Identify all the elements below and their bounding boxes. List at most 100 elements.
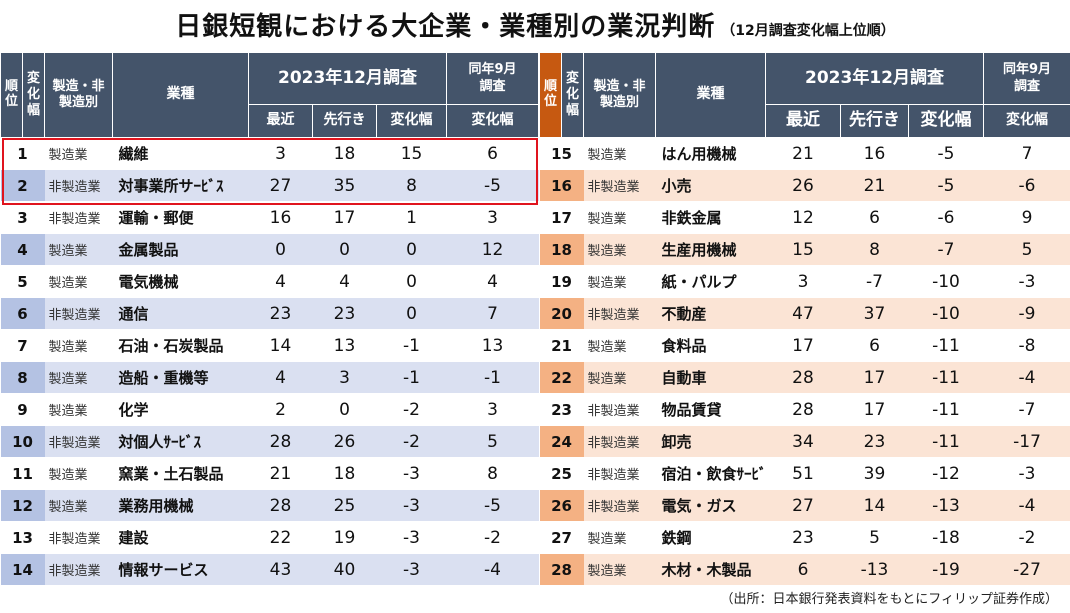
change-cell: -7 xyxy=(908,233,984,266)
sep-change-cell: -7 xyxy=(983,393,1070,426)
change-cell: -12 xyxy=(908,457,984,490)
type-cell: 非製造業 xyxy=(44,297,113,330)
rank-cell: 10 xyxy=(0,425,45,458)
sep-change-cell: -6 xyxy=(983,169,1070,202)
latest-cell: 21 xyxy=(248,457,313,490)
table-row: 6 非製造業 通信 23 23 0 7 xyxy=(0,297,539,330)
industry-cell: 卸売 xyxy=(655,425,766,458)
header-latest: 最近 xyxy=(765,104,841,138)
forecast-cell: 17 xyxy=(840,361,909,394)
header-latest: 最近 xyxy=(248,104,313,138)
table-row: 1 製造業 繊維 3 18 15 6 xyxy=(0,137,539,170)
change-cell: 0 xyxy=(376,233,447,266)
sep-change-cell: 5 xyxy=(983,233,1070,266)
type-cell: 製造業 xyxy=(583,361,656,394)
forecast-cell: 18 xyxy=(312,137,377,170)
header-sep-change: 変化幅 xyxy=(983,104,1070,138)
type-cell: 製造業 xyxy=(583,137,656,170)
type-cell: 製造業 xyxy=(583,329,656,362)
latest-cell: 2 xyxy=(248,393,313,426)
change-cell: -13 xyxy=(908,489,984,522)
latest-cell: 21 xyxy=(765,137,841,170)
sep-change-cell: -4 xyxy=(446,553,539,586)
forecast-cell: 6 xyxy=(840,201,909,234)
rank-cell: 2 xyxy=(0,169,45,202)
industry-cell: 通信 xyxy=(112,297,249,330)
latest-cell: 23 xyxy=(248,297,313,330)
industry-cell: 繊維 xyxy=(112,137,249,170)
industry-cell: 鉄鋼 xyxy=(655,521,766,554)
rank-cell: 11 xyxy=(0,457,45,490)
change-cell: -1 xyxy=(376,361,447,394)
type-cell: 非製造業 xyxy=(583,393,656,426)
forecast-cell: 35 xyxy=(312,169,377,202)
latest-cell: 14 xyxy=(248,329,313,362)
change-cell: -5 xyxy=(908,169,984,202)
industry-cell: 小売 xyxy=(655,169,766,202)
sep-change-cell: 13 xyxy=(446,329,539,362)
rank-cell: 22 xyxy=(539,361,584,394)
change-cell: 0 xyxy=(376,265,447,298)
table-row: 20 非製造業 不動産 47 37 -10 -9 xyxy=(539,297,1070,330)
forecast-cell: 6 xyxy=(840,329,909,362)
header-dec-survey: 2023年12月調査 xyxy=(764,52,985,105)
rank-cell: 1 xyxy=(0,137,45,170)
forecast-cell: 0 xyxy=(312,393,377,426)
change-cell: -3 xyxy=(376,489,447,522)
latest-cell: 28 xyxy=(765,393,841,426)
type-cell: 非製造業 xyxy=(44,425,113,458)
forecast-cell: 23 xyxy=(312,297,377,330)
table-row: 5 製造業 電気機械 4 4 0 4 xyxy=(0,265,539,298)
forecast-cell: 14 xyxy=(840,489,909,522)
forecast-cell: -7 xyxy=(840,265,909,298)
latest-cell: 43 xyxy=(248,553,313,586)
rank-cell: 3 xyxy=(0,201,45,234)
change-cell: 8 xyxy=(376,169,447,202)
table-row: 8 製造業 造船・重機等 4 3 -1 -1 xyxy=(0,361,539,394)
industry-cell: 非鉄金属 xyxy=(655,201,766,234)
rank-cell: 23 xyxy=(539,393,584,426)
table-row: 18 製造業 生産用機械 15 8 -7 5 xyxy=(539,233,1070,266)
sep-change-cell: -9 xyxy=(983,297,1070,330)
table-row: 22 製造業 自動車 28 17 -11 -4 xyxy=(539,361,1070,394)
sep-change-cell: 3 xyxy=(446,393,539,426)
table-row: 15 製造業 はん用機械 21 16 -5 7 xyxy=(539,137,1070,170)
rank-cell: 16 xyxy=(539,169,584,202)
latest-cell: 4 xyxy=(248,361,313,394)
forecast-cell: 5 xyxy=(840,521,909,554)
latest-cell: 16 xyxy=(248,201,313,234)
sep-change-cell: -3 xyxy=(983,265,1070,298)
industry-cell: 電気機械 xyxy=(112,265,249,298)
table-row: 11 製造業 窯業・土石製品 21 18 -3 8 xyxy=(0,457,539,490)
change-cell: 15 xyxy=(376,137,447,170)
change-cell: -19 xyxy=(908,553,984,586)
page-title: 日銀短観における大企業・業種別の業況判断 （12月調査変化幅上位順） xyxy=(0,6,1070,43)
industry-cell: はん用機械 xyxy=(655,137,766,170)
forecast-cell: 17 xyxy=(840,393,909,426)
sep-change-cell: -2 xyxy=(446,521,539,554)
header-rank: 順位 xyxy=(539,52,562,138)
sep-change-cell: -5 xyxy=(446,489,539,522)
rank-cell: 24 xyxy=(539,425,584,458)
latest-cell: 22 xyxy=(248,521,313,554)
type-cell: 製造業 xyxy=(583,521,656,554)
change-cell: -11 xyxy=(908,393,984,426)
industry-cell: 化学 xyxy=(112,393,249,426)
change-cell: -11 xyxy=(908,361,984,394)
rank-cell: 7 xyxy=(0,329,45,362)
sep-change-cell: -5 xyxy=(446,169,539,202)
latest-cell: 3 xyxy=(765,265,841,298)
industry-cell: 食料品 xyxy=(655,329,766,362)
change-cell: -10 xyxy=(908,265,984,298)
header-rank: 順位 xyxy=(0,52,23,138)
forecast-cell: 17 xyxy=(312,201,377,234)
sep-change-cell: -8 xyxy=(983,329,1070,362)
industry-cell: 業務用機械 xyxy=(112,489,249,522)
rank-cell: 26 xyxy=(539,489,584,522)
latest-cell: 4 xyxy=(248,265,313,298)
table-row: 2 非製造業 対事業所サｰﾋﾞｽ 27 35 8 -5 xyxy=(0,169,539,202)
type-cell: 製造業 xyxy=(44,393,113,426)
rank-cell: 28 xyxy=(539,553,584,586)
sep-change-cell: 6 xyxy=(446,137,539,170)
header-sep-survey: 同年9月 調査 xyxy=(983,52,1070,105)
